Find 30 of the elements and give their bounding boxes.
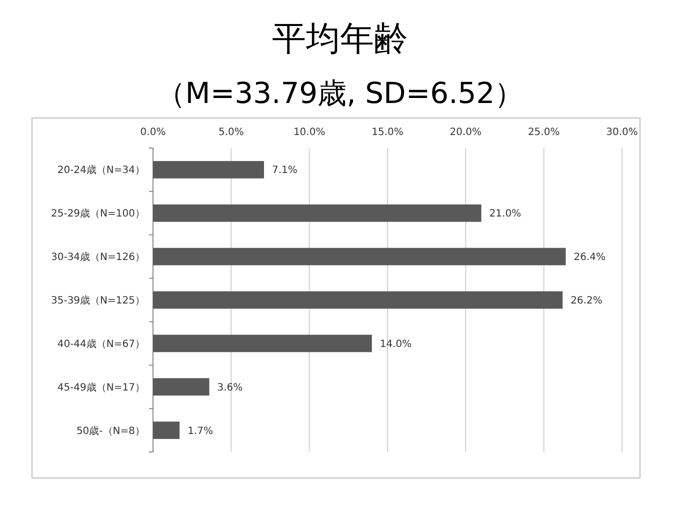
y-tick-label: 50歳-（N=8） (76, 424, 145, 437)
bar (153, 161, 264, 178)
x-tick-label: 25.0% (528, 127, 560, 138)
bar (153, 248, 566, 266)
x-tick-label: 5.0% (218, 127, 244, 138)
bar (153, 204, 482, 222)
x-tick-label: 0.0% (140, 127, 166, 138)
x-tick-label: 15.0% (372, 127, 404, 138)
bar (153, 291, 563, 309)
y-tick-label: 40-44歳（N=67） (57, 338, 145, 350)
data-label: 7.1% (272, 165, 298, 176)
y-tick-label: 35-39歳（N=125） (50, 294, 145, 306)
chart-subtitle: （M=33.79歳, SD=6.52） (156, 76, 524, 110)
data-label: 21.0% (489, 208, 522, 220)
chart-title: 平均年齢 (272, 19, 408, 59)
x-tick-label: 30.0% (606, 127, 638, 138)
data-label: 26.4% (574, 252, 606, 264)
x-tick-label: 20.0% (450, 127, 482, 138)
bar (153, 378, 210, 396)
bar (153, 422, 180, 439)
data-label: 3.6% (217, 382, 243, 394)
data-label: 1.7% (188, 426, 213, 437)
y-tick-label: 45-49歳（N=17） (57, 381, 145, 394)
y-tick-label: 30-34歳（N=126） (50, 251, 145, 264)
data-label: 26.2% (570, 296, 602, 306)
data-label: 14.0% (380, 338, 412, 350)
bar (153, 334, 372, 352)
y-tick-label: 20-24歳（N=34） (57, 164, 145, 176)
y-tick-label: 25-29歳（N=100） (50, 208, 145, 220)
x-tick-label: 10.0% (293, 127, 326, 138)
